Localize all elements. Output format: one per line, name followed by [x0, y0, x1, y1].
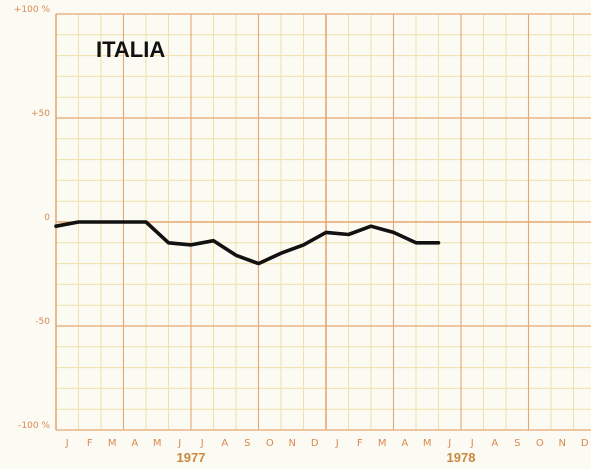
x-tick-label-month: A [131, 438, 138, 449]
x-tick-label-month: M [108, 438, 117, 449]
y-tick-label: +100 % [14, 5, 51, 15]
x-tick-label-month: A [401, 438, 408, 449]
x-tick-label-month: J [447, 438, 451, 449]
x-tick-label-month: M [423, 438, 432, 449]
x-tick-label-month: M [378, 438, 387, 449]
x-tick-label-month: D [311, 438, 319, 449]
series-lines [54, 220, 441, 266]
x-tick-label-month: J [200, 438, 204, 449]
x-tick-label-month: F [357, 438, 363, 449]
x-tick-label-month: A [221, 438, 228, 449]
x-tick-label-month: J [65, 438, 69, 449]
x-tick-label-month: J [177, 438, 181, 449]
year-labels: 1977 1978 [177, 450, 476, 465]
x-tick-label-month: N [289, 438, 296, 449]
x-tick-label-month: M [153, 438, 162, 449]
x-tick-label-month: O [266, 438, 274, 449]
y-axis-tick-labels: +100 % +50 0 -50 -100 % [14, 5, 51, 431]
y-tick-label: 0 [44, 213, 50, 223]
x-tick-label-month: S [514, 438, 520, 449]
series-line [54, 220, 441, 266]
x-tick-label-month: F [87, 438, 93, 449]
x-year-label: 1978 [447, 450, 476, 465]
x-tick-label-month: D [581, 438, 589, 449]
x-tick-label-month: J [470, 438, 474, 449]
y-tick-label: +50 [31, 109, 50, 119]
y-tick-label: -100 % [18, 421, 50, 431]
major-gridlines [55, 13, 591, 431]
chart-title: ITALIA [96, 37, 165, 62]
x-year-label: 1977 [177, 450, 206, 465]
x-tick-label-month: S [244, 438, 250, 449]
x-tick-label-month: J [335, 438, 339, 449]
x-tick-label-month: A [491, 438, 498, 449]
y-tick-label: -50 [35, 317, 50, 327]
x-tick-label-month: O [536, 438, 544, 449]
x-tick-label-month: N [559, 438, 566, 449]
